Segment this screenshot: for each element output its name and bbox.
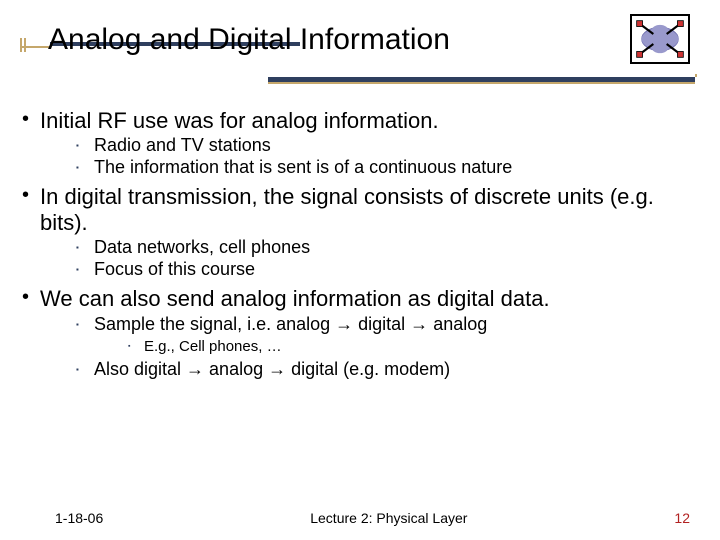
slide-title: Analog and Digital Information	[48, 22, 690, 58]
bullet-text: In digital transmission, the signal cons…	[40, 184, 654, 234]
sub-bullet-item: Radio and TV stations	[70, 135, 702, 157]
sub-bullet-item: Also digital → analog → digital (e.g. mo…	[70, 359, 702, 381]
bullet-list: Initial RF use was for analog informatio…	[18, 108, 702, 380]
sub-bullet-text: Sample the signal, i.e. analog → digital…	[94, 314, 487, 334]
bullet-item: We can also send analog information as d…	[18, 286, 702, 380]
sub-bullet-text: Data networks, cell phones	[94, 237, 310, 257]
footer-page-number: 12	[674, 510, 690, 526]
network-logo-icon	[630, 14, 690, 64]
sub-bullet-text: Focus of this course	[94, 259, 255, 279]
sub-bullet-text: Also digital → analog → digital (e.g. mo…	[94, 359, 450, 379]
title-rule-accent	[268, 82, 695, 84]
sub-bullet-text: The information that is sent is of a con…	[94, 157, 512, 177]
sub-bullet-item: The information that is sent is of a con…	[70, 157, 702, 179]
footer-date: 1-18-06	[55, 510, 103, 526]
slide-content: Initial RF use was for analog informatio…	[18, 108, 702, 386]
bullet-item: In digital transmission, the signal cons…	[18, 184, 702, 280]
title-area: Analog and Digital Information	[48, 22, 690, 58]
bullet-text: Initial RF use was for analog informatio…	[40, 108, 439, 133]
bullet-item: Initial RF use was for analog informatio…	[18, 108, 702, 178]
sub-bullet-item: Focus of this course	[70, 259, 702, 281]
sub-bullet-item: Data networks, cell phones	[70, 237, 702, 259]
slide-footer: 1-18-06 Lecture 2: Physical Layer 12	[0, 510, 720, 526]
sub-bullet-item: Sample the signal, i.e. analog → digital…	[70, 314, 702, 357]
sub-sub-bullet-text: E.g., Cell phones, …	[144, 338, 282, 355]
bullet-text: We can also send analog information as d…	[40, 286, 550, 311]
sub-bullet-text: Radio and TV stations	[94, 135, 271, 155]
sub-sub-bullet-item: E.g., Cell phones, …	[122, 337, 702, 357]
footer-title: Lecture 2: Physical Layer	[310, 510, 467, 526]
